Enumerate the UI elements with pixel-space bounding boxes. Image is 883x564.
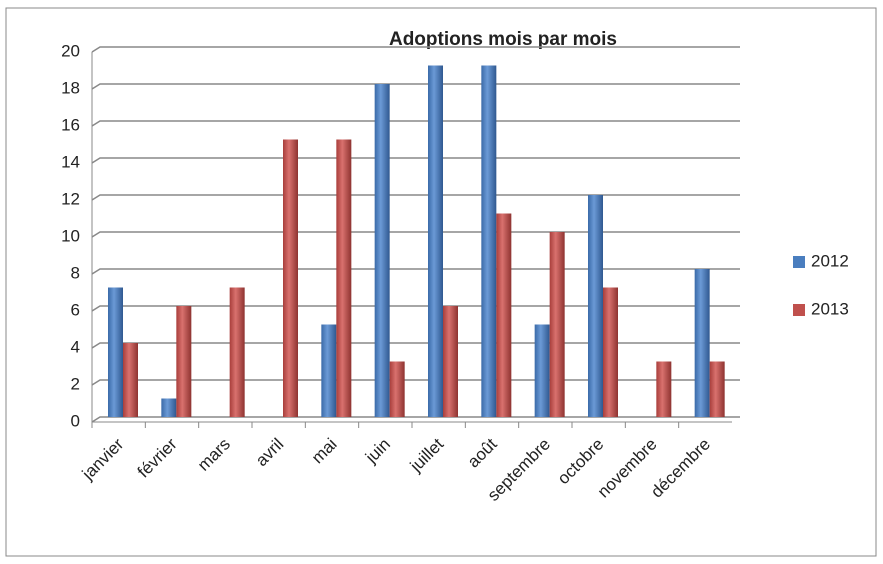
bar (534, 324, 550, 417)
legend-swatch (793, 304, 805, 316)
chart-title: Adoptions mois par mois (389, 29, 617, 50)
grid-line (91, 379, 740, 386)
bar (321, 324, 337, 417)
bar (428, 65, 443, 417)
bar (549, 232, 565, 417)
bar (481, 65, 497, 417)
grid-line (91, 157, 740, 164)
grid-line (91, 342, 740, 349)
y-tick-label: 2 (71, 374, 80, 393)
y-tick-label: 10 (61, 226, 80, 245)
bar (123, 343, 138, 417)
legend-label: 2013 (811, 299, 849, 318)
bar (496, 213, 512, 417)
bar (694, 269, 710, 417)
y-tick-label: 20 (61, 41, 80, 60)
grid-line (91, 194, 740, 201)
bar (389, 361, 405, 417)
bar (443, 306, 458, 417)
bar (176, 306, 192, 417)
grid-line (91, 268, 740, 275)
y-tick-label: 18 (61, 78, 80, 97)
bar (336, 139, 352, 417)
grid-line (91, 305, 740, 312)
y-tick-label: 16 (61, 115, 80, 134)
y-tick-label: 6 (71, 300, 80, 319)
bar (229, 287, 245, 417)
grid-line (91, 231, 740, 238)
grid-line (91, 120, 740, 127)
bar (709, 361, 725, 417)
bar (603, 287, 618, 417)
bar (656, 361, 672, 417)
grid-line (91, 83, 740, 90)
bar (161, 398, 177, 417)
grid-line (91, 46, 740, 53)
y-tick-label: 0 (71, 411, 80, 430)
y-tick-label: 8 (71, 263, 80, 282)
y-tick-label: 12 (61, 189, 80, 208)
bar (588, 195, 603, 417)
legend-label: 2012 (811, 251, 849, 270)
bar (374, 84, 390, 417)
bar (283, 139, 298, 417)
legend-swatch (793, 256, 805, 268)
grid-line (91, 416, 740, 423)
bar (108, 287, 123, 417)
y-tick-label: 4 (71, 337, 80, 356)
y-tick-label: 14 (61, 152, 80, 171)
